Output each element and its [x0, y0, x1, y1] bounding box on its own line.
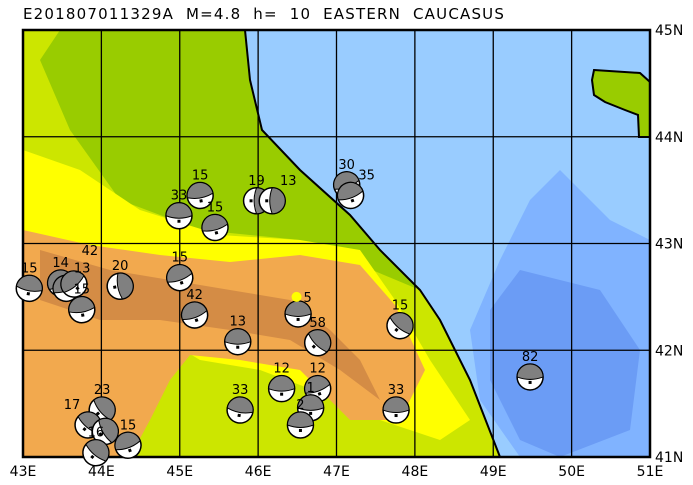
beachball[interactable] [199, 212, 231, 244]
depth-label: 15 [74, 283, 91, 298]
beachball[interactable] [163, 261, 196, 294]
beachball[interactable] [165, 201, 193, 230]
beachball[interactable] [299, 324, 336, 361]
beachball[interactable] [185, 180, 215, 210]
lat-tick-label: 43N [655, 237, 683, 253]
lat-tick-label: 42N [655, 343, 683, 359]
beachball[interactable] [382, 307, 419, 344]
beachball[interactable] [286, 411, 315, 439]
beachball[interactable] [67, 295, 97, 325]
beachball[interactable] [111, 429, 144, 462]
lowland-green [40, 30, 420, 290]
map-frame [21, 28, 652, 459]
beachball[interactable] [225, 395, 255, 425]
depth-label: 17 [64, 398, 81, 413]
lat-tick-label: 45N [655, 23, 683, 39]
depth-label: 30 [338, 158, 355, 173]
depth-label: 13 [280, 174, 297, 189]
depth-label: 33 [171, 189, 188, 204]
depth-label: 20 [112, 259, 129, 274]
depth-label: 15 [192, 168, 209, 183]
lon-tick-label: 47E [323, 464, 350, 480]
axis-ticks: 43E 44E 45E 46E 47E 48E 49E 50E 51E 45N 44N 43N 42N 4… [10, 23, 684, 480]
beachball[interactable] [382, 396, 410, 424]
depth-label: 15 [171, 251, 188, 266]
beachball[interactable] [56, 266, 93, 303]
depth-label: 82 [522, 350, 539, 365]
main-event-marker[interactable] [291, 291, 302, 302]
depth-label: 33 [232, 383, 249, 398]
lon-tick-label: 44E [88, 464, 115, 480]
depth-label: 13 [229, 315, 246, 330]
depth-label: 12 [309, 362, 326, 377]
lon-tick-label: 50E [558, 464, 585, 480]
lat-tick-label: 41N [655, 450, 683, 466]
depth-label: 13 [74, 261, 91, 276]
beachball[interactable] [78, 434, 115, 471]
depth-label: 1 [306, 381, 314, 396]
depth-label: 35 [358, 168, 375, 183]
depth-label: 42 [186, 288, 203, 303]
depth-label: 14 [52, 256, 69, 271]
depth-label: 12 [273, 362, 290, 377]
absheron-peninsula [590, 68, 650, 138]
lon-tick-label: 45E [166, 464, 193, 480]
beachball[interactable] [258, 187, 286, 215]
depth-label: 15 [120, 418, 137, 433]
map-title: E201807011329A M=4.8 h= 10 EASTERN CAUCA… [23, 5, 506, 23]
beachballs [14, 171, 544, 471]
lat-tick-label: 44N [655, 130, 683, 146]
lon-tick-label: 48E [402, 464, 429, 480]
depth-label: 16 [88, 426, 105, 441]
main-event-label: 5 [304, 291, 312, 306]
beachball[interactable] [14, 273, 44, 303]
beachball[interactable] [516, 363, 544, 391]
depth-label: 15 [392, 299, 409, 314]
beachball[interactable] [178, 298, 211, 331]
lon-tick-label: 43E [10, 464, 37, 480]
depth-label: 42 [82, 244, 99, 259]
depth-label: 33 [388, 383, 405, 398]
depth-label: 23 [94, 383, 111, 398]
lon-tick-label: 51E [637, 464, 664, 480]
depth-label: 19 [248, 174, 265, 189]
lon-tick-label: 49E [480, 464, 507, 480]
lon-tick-label: 46E [245, 464, 272, 480]
beachball[interactable] [267, 374, 296, 403]
depth-label: 2 [296, 398, 304, 413]
beachball[interactable] [223, 327, 252, 356]
beachball[interactable] [105, 271, 135, 301]
sea-deep [490, 270, 640, 457]
beachball[interactable] [284, 300, 312, 328]
depth-label: 58 [309, 316, 326, 331]
depth-label: 15 [207, 200, 224, 215]
depth-label: 15 [21, 261, 38, 276]
beachball[interactable] [88, 414, 124, 450]
beachball[interactable] [334, 179, 367, 212]
